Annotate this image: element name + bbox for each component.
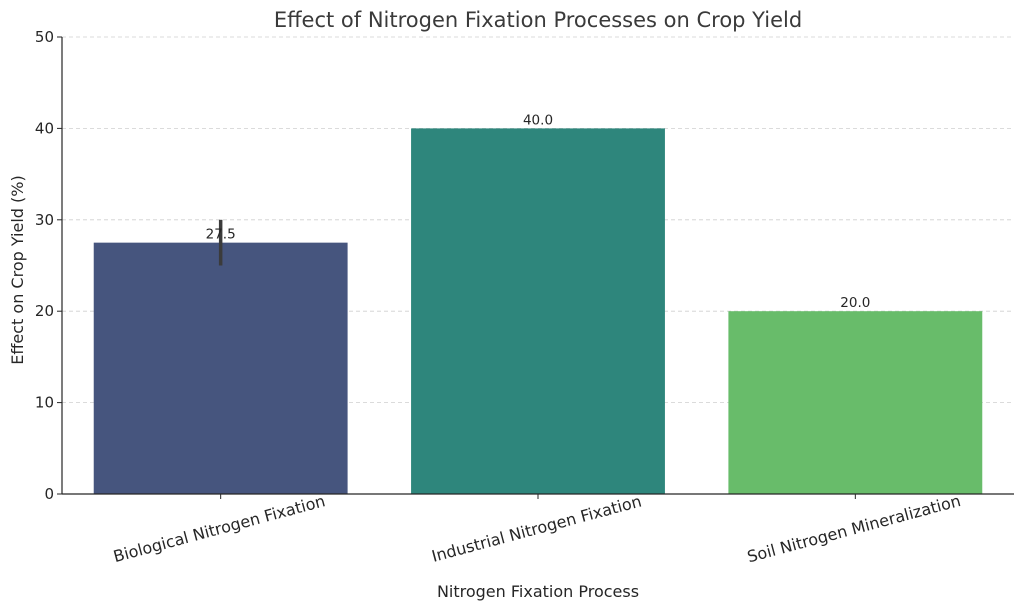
y-tick-label: 0 (44, 485, 54, 503)
y-tick-label: 30 (35, 211, 54, 229)
y-tick-label: 10 (35, 394, 54, 412)
x-tick-label: Industrial Nitrogen Fixation (430, 491, 644, 565)
data-label: 27.5 (206, 227, 236, 243)
chart-title: Effect of Nitrogen Fixation Processes on… (274, 8, 802, 32)
y-tick-label: 40 (35, 119, 54, 137)
bars (93, 128, 983, 494)
x-axis-label: Nitrogen Fixation Process (437, 582, 639, 601)
data-label: 40.0 (523, 112, 553, 128)
x-ticks: Biological Nitrogen Fixation Industrial N… (111, 491, 962, 566)
bar-3 (728, 311, 983, 494)
data-labels: 27.5 40.0 20.0 (206, 112, 871, 311)
y-ticks: 0 10 20 30 40 50 (35, 28, 62, 503)
x-tick-label: Biological Nitrogen Fixation (111, 491, 327, 566)
y-tick-label: 50 (35, 28, 54, 46)
bar-2 (411, 128, 665, 494)
y-tick-label: 20 (35, 302, 54, 320)
bar-1 (93, 242, 348, 494)
y-axis-label: Effect on Crop Yield (%) (8, 175, 27, 364)
x-tick-label: Soil Nitrogen Mineralization (745, 491, 963, 566)
data-label: 20.0 (840, 295, 870, 311)
